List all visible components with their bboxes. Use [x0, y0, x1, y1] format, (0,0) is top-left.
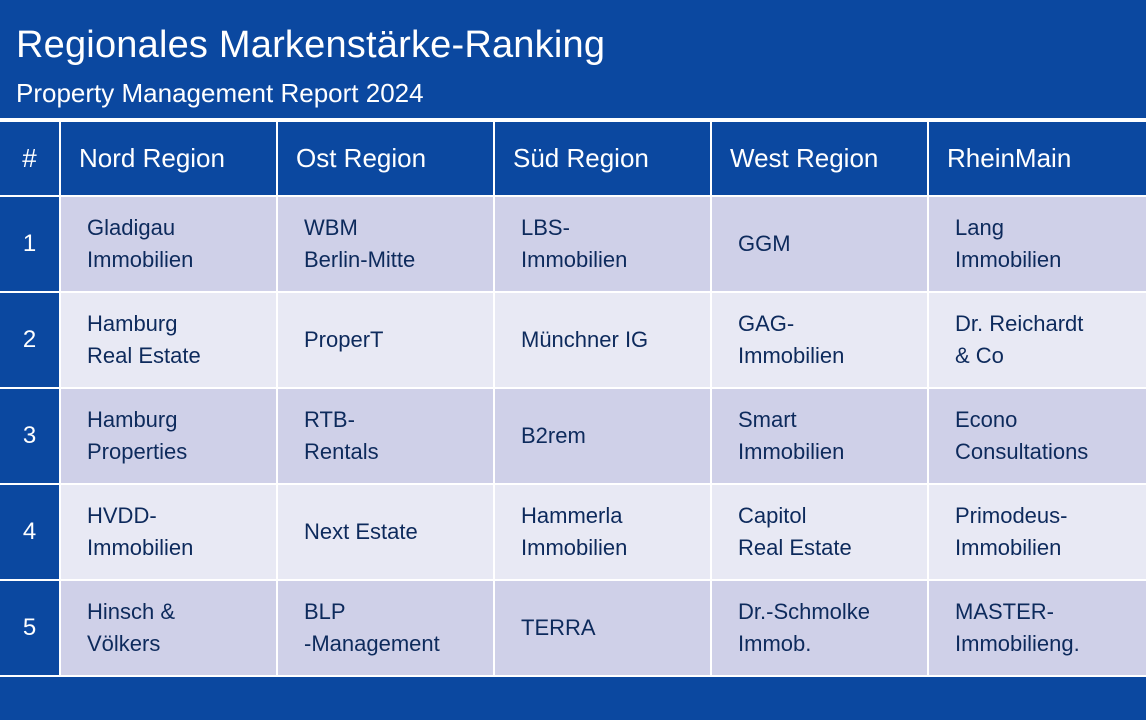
rank-number: 1 [0, 195, 61, 293]
cell-nord: Hamburg Real Estate [59, 291, 278, 389]
column-header-sued: Süd Region [493, 122, 712, 197]
company-name-line: GGM [738, 231, 791, 256]
cell-sued: Münchner IG [493, 291, 712, 389]
company-name-line: Hamburg [87, 407, 178, 432]
cell-nord: HVDD- Immobilien [59, 483, 278, 581]
company-name-line: -Management [304, 631, 440, 656]
cell-ost: RTB- Rentals [276, 387, 495, 485]
column-header-west: West Region [710, 122, 929, 197]
company-name-line: Primodeus- [955, 503, 1068, 528]
company-name-line: & Co [955, 343, 1004, 368]
cell-nord: Hinsch & Völkers [59, 579, 278, 677]
column-header-rank: # [0, 122, 61, 197]
company-name-line: Immobilien [955, 247, 1062, 272]
company-name-line: Smart [738, 407, 797, 432]
company-name-line: Lang [955, 215, 1004, 240]
company-name-line: MASTER- [955, 599, 1054, 624]
cell-west: GGM [710, 195, 929, 293]
company-name-line: RTB- [304, 407, 355, 432]
company-name-line: Real Estate [738, 535, 852, 560]
company-name-line: GAG- [738, 311, 795, 336]
rank-number: 3 [0, 387, 61, 485]
cell-nord: Gladigau Immobilien [59, 195, 278, 293]
cell-west: Dr.-Schmolke Immob. [710, 579, 929, 677]
cell-sued: LBS- Immobilien [493, 195, 712, 293]
company-name-line: ProperT [304, 327, 384, 352]
company-name-line: Münchner IG [521, 327, 649, 352]
cell-rheinmain: Primodeus- Immobilien [927, 483, 1146, 581]
page-title: Regionales Markenstärke-Ranking [16, 24, 606, 66]
column-header-nord: Nord Region [59, 122, 278, 197]
report-header: Regionales Markenstärke-Ranking Property… [0, 0, 1146, 118]
cell-rheinmain: Econo Consultations [927, 387, 1146, 485]
company-name-line: Immobilien [521, 247, 628, 272]
company-name-line: Dr.-Schmolke [738, 599, 871, 624]
company-name-line: Econo [955, 407, 1018, 432]
rank-number: 2 [0, 291, 61, 389]
table-header-row: # Nord Region Ost Region Süd Region West… [0, 122, 1146, 197]
company-name-line: Gladigau [87, 215, 176, 240]
column-header-ost: Ost Region [276, 122, 495, 197]
cell-west: Capitol Real Estate [710, 483, 929, 581]
company-name-line: LBS- [521, 215, 570, 240]
table-body: 1 Gladigau Immobilien WBM Berlin-Mitte LBS- Im… [0, 195, 1146, 677]
cell-rheinmain: MASTER- Immobilieng. [927, 579, 1146, 677]
cell-nord: Hamburg Properties [59, 387, 278, 485]
cell-sued: TERRA [493, 579, 712, 677]
company-name-line: Next Estate [304, 519, 418, 544]
company-name-line: Hinsch & [87, 599, 176, 624]
company-name-line: Capitol [738, 503, 807, 528]
page-subtitle: Property Management Report 2024 [16, 78, 424, 108]
company-name-line: HVDD- [87, 503, 157, 528]
company-name-line: TERRA [521, 615, 596, 640]
rank-number: 5 [0, 579, 61, 677]
company-name-line: Immobilien [521, 535, 628, 560]
company-name-line: BLP [304, 599, 346, 624]
company-name-line: Immobilien [87, 247, 194, 272]
rank-number: 4 [0, 483, 61, 581]
company-name-line: Immobilien [738, 439, 845, 464]
company-name-line: Immobilien [738, 343, 845, 368]
company-name-line: Rentals [304, 439, 379, 464]
cell-sued: B2rem [493, 387, 712, 485]
cell-ost: WBM Berlin-Mitte [276, 195, 495, 293]
company-name-line: Völkers [87, 631, 161, 656]
company-name-line: Real Estate [87, 343, 201, 368]
cell-west: Smart Immobilien [710, 387, 929, 485]
table-row: 4 HVDD- Immobilien Next Estate Hammerla Immob… [0, 483, 1146, 581]
column-header-rheinmain: RheinMain [927, 122, 1146, 197]
company-name-line: Immobilien [87, 535, 194, 560]
cell-west: GAG- Immobilien [710, 291, 929, 389]
company-name-line: B2rem [521, 423, 586, 448]
table-row: 2 Hamburg Real Estate ProperT Münchner IG GAG… [0, 291, 1146, 389]
cell-rheinmain: Dr. Reichardt & Co [927, 291, 1146, 389]
company-name-line: WBM [304, 215, 358, 240]
company-name-line: Hammerla [521, 503, 623, 528]
company-name-line: Hamburg [87, 311, 178, 336]
table-row: 5 Hinsch & Völkers BLP -Management TERRA Dr.-S… [0, 579, 1146, 677]
cell-ost: BLP -Management [276, 579, 495, 677]
ranking-table: # Nord Region Ost Region Süd Region West… [0, 122, 1146, 677]
company-name-line: Consultations [955, 439, 1089, 464]
company-name-line: Immob. [738, 631, 812, 656]
cell-sued: Hammerla Immobilien [493, 483, 712, 581]
company-name-line: Immobilieng. [955, 631, 1080, 656]
company-name-line: Berlin-Mitte [304, 247, 416, 272]
table-row: 1 Gladigau Immobilien WBM Berlin-Mitte LBS- Im… [0, 195, 1146, 293]
cell-rheinmain: Lang Immobilien [927, 195, 1146, 293]
company-name-line: Properties [87, 439, 188, 464]
table-row: 3 Hamburg Properties RTB- Rentals B2rem Smart I… [0, 387, 1146, 485]
company-name-line: Dr. Reichardt [955, 311, 1084, 336]
cell-ost: ProperT [276, 291, 495, 389]
cell-ost: Next Estate [276, 483, 495, 581]
footer-bar [0, 678, 1146, 720]
company-name-line: Immobilien [955, 535, 1062, 560]
header-divider [0, 118, 1146, 122]
